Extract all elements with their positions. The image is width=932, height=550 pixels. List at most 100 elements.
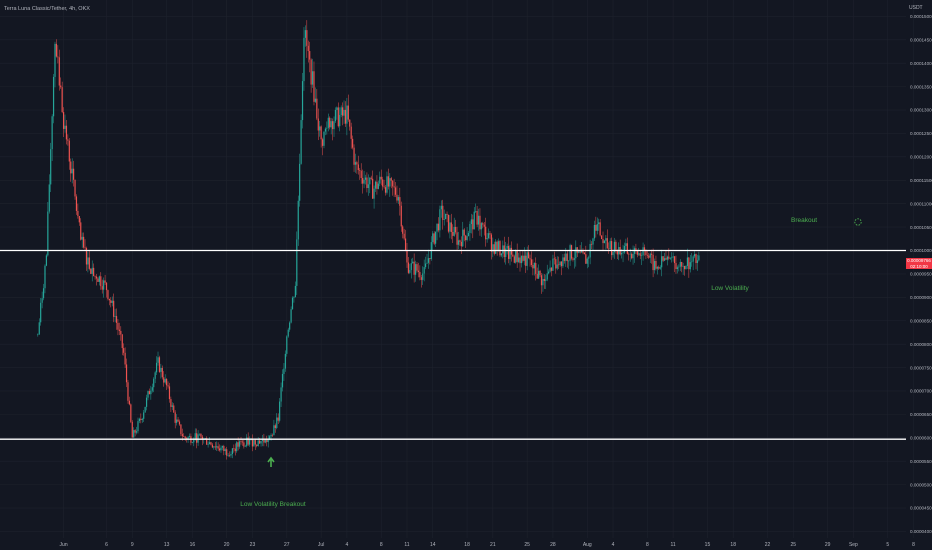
candle-body [503, 245, 505, 257]
candle-body [164, 378, 166, 383]
candle-body [166, 378, 168, 386]
time-tick-label: 29 [825, 542, 831, 548]
candle-body [497, 241, 500, 251]
candle-body [183, 436, 185, 437]
candle-body [530, 259, 533, 265]
candle-body [47, 211, 49, 256]
candle-body [148, 391, 151, 395]
candle-body [516, 250, 518, 262]
time-tick-label: 9 [131, 542, 134, 548]
candle-body [321, 139, 324, 146]
candle-body [515, 250, 517, 263]
candle-body [447, 214, 450, 232]
time-axis[interactable]: Jun 6 9 13 16 20 23 27 Jul 4 8 11 14 18 21 25 28 Aug 4 8 11 1… [60, 542, 916, 548]
candle-body [218, 448, 221, 451]
candle-body [52, 76, 55, 117]
candle-body [453, 226, 455, 236]
candle-body [510, 247, 513, 255]
candle-body [387, 176, 389, 187]
candle-body [400, 205, 402, 227]
candle-body [416, 264, 418, 271]
candle-body [573, 258, 575, 260]
candle-body [277, 417, 279, 421]
candle-body [60, 85, 62, 88]
grid-lines [0, 0, 914, 538]
candle-body [197, 434, 199, 443]
candle-body [50, 149, 52, 185]
candle-body [133, 430, 135, 438]
price-tick-label: 0.00014500 [910, 37, 932, 42]
candle-body [113, 300, 115, 317]
candle-body [307, 45, 309, 52]
candle-body [583, 252, 586, 255]
candle-body [396, 194, 398, 201]
candle-body [238, 441, 241, 447]
candle-body [61, 87, 63, 113]
price-axis[interactable]: 0.00015000 0.00014500 0.00014000 0.00013500… [910, 14, 932, 534]
candle-body [452, 232, 454, 236]
candle-body [645, 250, 647, 256]
candle-body [622, 252, 624, 254]
candle-body [423, 267, 425, 274]
candle-body [294, 285, 296, 297]
candle-body [456, 232, 458, 245]
candle-body [489, 233, 491, 235]
candle-body [483, 224, 485, 227]
candle-body [273, 425, 275, 436]
candle-body [261, 438, 264, 441]
candle-body [241, 441, 244, 443]
candle-body [309, 51, 311, 60]
candle-body [482, 223, 484, 225]
candle-body [45, 255, 48, 266]
candle-body [279, 401, 281, 421]
candle-body [631, 253, 633, 259]
price-tick-label: 0.00008000 [910, 342, 932, 347]
candle-body [217, 446, 219, 449]
price-tick-label: 0.00010500 [910, 225, 932, 230]
candle-body [317, 118, 319, 131]
candle-body [271, 434, 274, 436]
candle-body [101, 286, 103, 290]
candle-body [692, 256, 694, 262]
candle-body [540, 275, 543, 286]
candle-body [480, 223, 482, 230]
candle-body [267, 439, 269, 443]
price-tick-label: 0.00005000 [910, 482, 932, 487]
candle-body [216, 446, 218, 448]
candle-body [542, 278, 544, 286]
candle-body [652, 254, 654, 271]
candle-body [127, 382, 129, 401]
candle-body [287, 329, 289, 337]
horizontal-levels[interactable] [0, 249, 906, 440]
candle-body [492, 244, 494, 252]
candle-body [588, 257, 590, 259]
candle-body [339, 114, 341, 127]
candle-body [370, 177, 372, 179]
candle-body [689, 262, 691, 270]
candle-body [196, 433, 198, 443]
candle-body [595, 224, 597, 231]
candle-body [269, 436, 271, 440]
candle-body [406, 250, 408, 263]
candle-body [228, 455, 231, 456]
candle-body [48, 184, 50, 212]
candle-body [486, 238, 488, 240]
candle-body [572, 258, 574, 260]
candle-body [213, 446, 215, 448]
candle-body [403, 233, 405, 239]
candle-body [90, 268, 92, 274]
candle-body [443, 219, 445, 220]
candle-body [429, 258, 431, 260]
candle-body [529, 258, 531, 260]
candle-body [296, 239, 298, 286]
candle-body [668, 256, 670, 259]
candle-body [283, 368, 285, 374]
candle-body [78, 216, 80, 223]
candle-body [187, 437, 189, 440]
candle-body [42, 288, 45, 299]
candle-body [442, 205, 444, 220]
candle-body [502, 245, 504, 254]
candle-body [691, 261, 693, 263]
